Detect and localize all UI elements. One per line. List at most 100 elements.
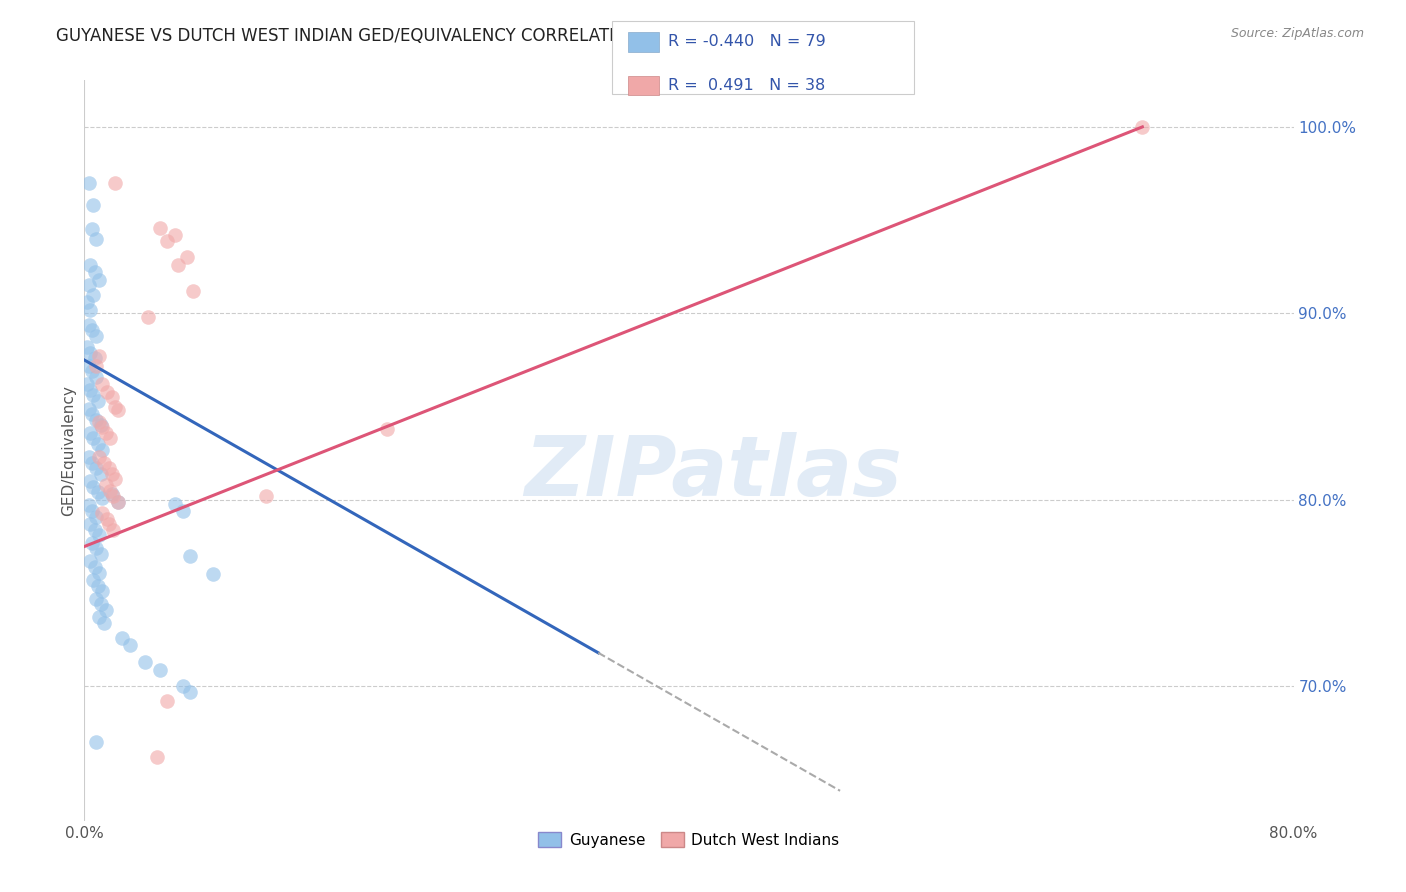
Point <box>100 467 122 481</box>
Point <box>86 369 108 384</box>
Point <box>100 487 122 501</box>
Point <box>375 422 398 436</box>
Point <box>86 328 108 343</box>
Point <box>98 431 121 445</box>
Point <box>77 499 100 513</box>
Point <box>172 679 194 693</box>
Point <box>79 474 101 488</box>
Point <box>80 364 103 378</box>
Text: R = -0.440   N = 79: R = -0.440 N = 79 <box>668 35 825 49</box>
Point <box>104 472 127 486</box>
Point <box>201 567 224 582</box>
Point <box>167 258 190 272</box>
Point <box>98 483 121 498</box>
Point <box>179 549 201 563</box>
Point <box>79 383 101 397</box>
Point <box>1130 120 1153 134</box>
Point <box>176 251 198 265</box>
Point <box>93 456 115 470</box>
Point <box>104 176 127 190</box>
Text: ZIPatlas: ZIPatlas <box>524 432 903 513</box>
Point <box>77 450 100 464</box>
Point <box>76 377 98 392</box>
Point <box>91 442 114 457</box>
Point <box>79 554 101 568</box>
Point <box>91 377 114 392</box>
Point <box>89 450 111 464</box>
Point <box>100 390 122 404</box>
Point <box>104 400 127 414</box>
Point <box>86 735 108 749</box>
Point <box>90 467 112 481</box>
Point <box>111 631 134 645</box>
Point <box>134 655 156 669</box>
Point <box>86 232 108 246</box>
Point <box>82 480 104 494</box>
Point <box>86 413 108 427</box>
Point <box>91 491 114 505</box>
Point <box>96 511 118 525</box>
Point <box>107 494 129 508</box>
Point <box>79 302 101 317</box>
Point <box>165 228 187 243</box>
Point <box>77 176 100 190</box>
Point <box>79 425 101 440</box>
Point <box>79 345 101 359</box>
Point <box>87 394 110 409</box>
Point <box>97 517 120 532</box>
Point <box>94 603 117 617</box>
Point <box>149 220 172 235</box>
Point <box>77 318 100 332</box>
Point <box>87 485 110 500</box>
Point <box>91 584 114 599</box>
Point <box>87 437 110 451</box>
Point <box>90 547 112 561</box>
Point <box>179 685 201 699</box>
Point <box>82 431 104 445</box>
Point <box>77 278 100 293</box>
Point <box>97 461 120 475</box>
Point <box>82 287 104 301</box>
Point <box>94 478 117 492</box>
Y-axis label: GED/Equivalency: GED/Equivalency <box>60 385 76 516</box>
Point <box>76 340 98 354</box>
Point <box>82 573 104 587</box>
Point <box>172 504 194 518</box>
Point <box>84 523 107 537</box>
Legend: Guyanese, Dutch West Indians: Guyanese, Dutch West Indians <box>533 825 845 854</box>
Point <box>156 694 179 708</box>
Point <box>89 273 111 287</box>
Point <box>156 234 179 248</box>
Point <box>76 295 98 310</box>
Point <box>79 258 101 272</box>
Point <box>80 222 103 236</box>
Point <box>91 420 114 434</box>
Point <box>84 560 107 574</box>
Point <box>84 265 107 279</box>
Point <box>77 359 100 373</box>
Point <box>146 750 169 764</box>
Text: Source: ZipAtlas.com: Source: ZipAtlas.com <box>1230 27 1364 40</box>
Point <box>101 523 124 537</box>
Point <box>107 494 129 508</box>
Text: R =  0.491   N = 38: R = 0.491 N = 38 <box>668 78 825 93</box>
Point <box>90 418 112 433</box>
Text: GUYANESE VS DUTCH WEST INDIAN GED/EQUIVALENCY CORRELATION CHART: GUYANESE VS DUTCH WEST INDIAN GED/EQUIVA… <box>56 27 702 45</box>
Point <box>86 591 108 606</box>
Point <box>101 489 124 503</box>
Point <box>89 566 111 580</box>
Point <box>80 407 103 421</box>
Point <box>84 351 107 366</box>
Point <box>80 535 103 549</box>
Point <box>93 615 115 630</box>
Point <box>254 489 277 503</box>
Point <box>80 323 103 337</box>
Point <box>149 663 172 677</box>
Point <box>87 579 110 593</box>
Point <box>89 610 111 624</box>
Point <box>94 425 117 440</box>
Point <box>91 506 114 520</box>
Point <box>136 310 159 325</box>
Point <box>79 517 101 532</box>
Point <box>90 597 112 611</box>
